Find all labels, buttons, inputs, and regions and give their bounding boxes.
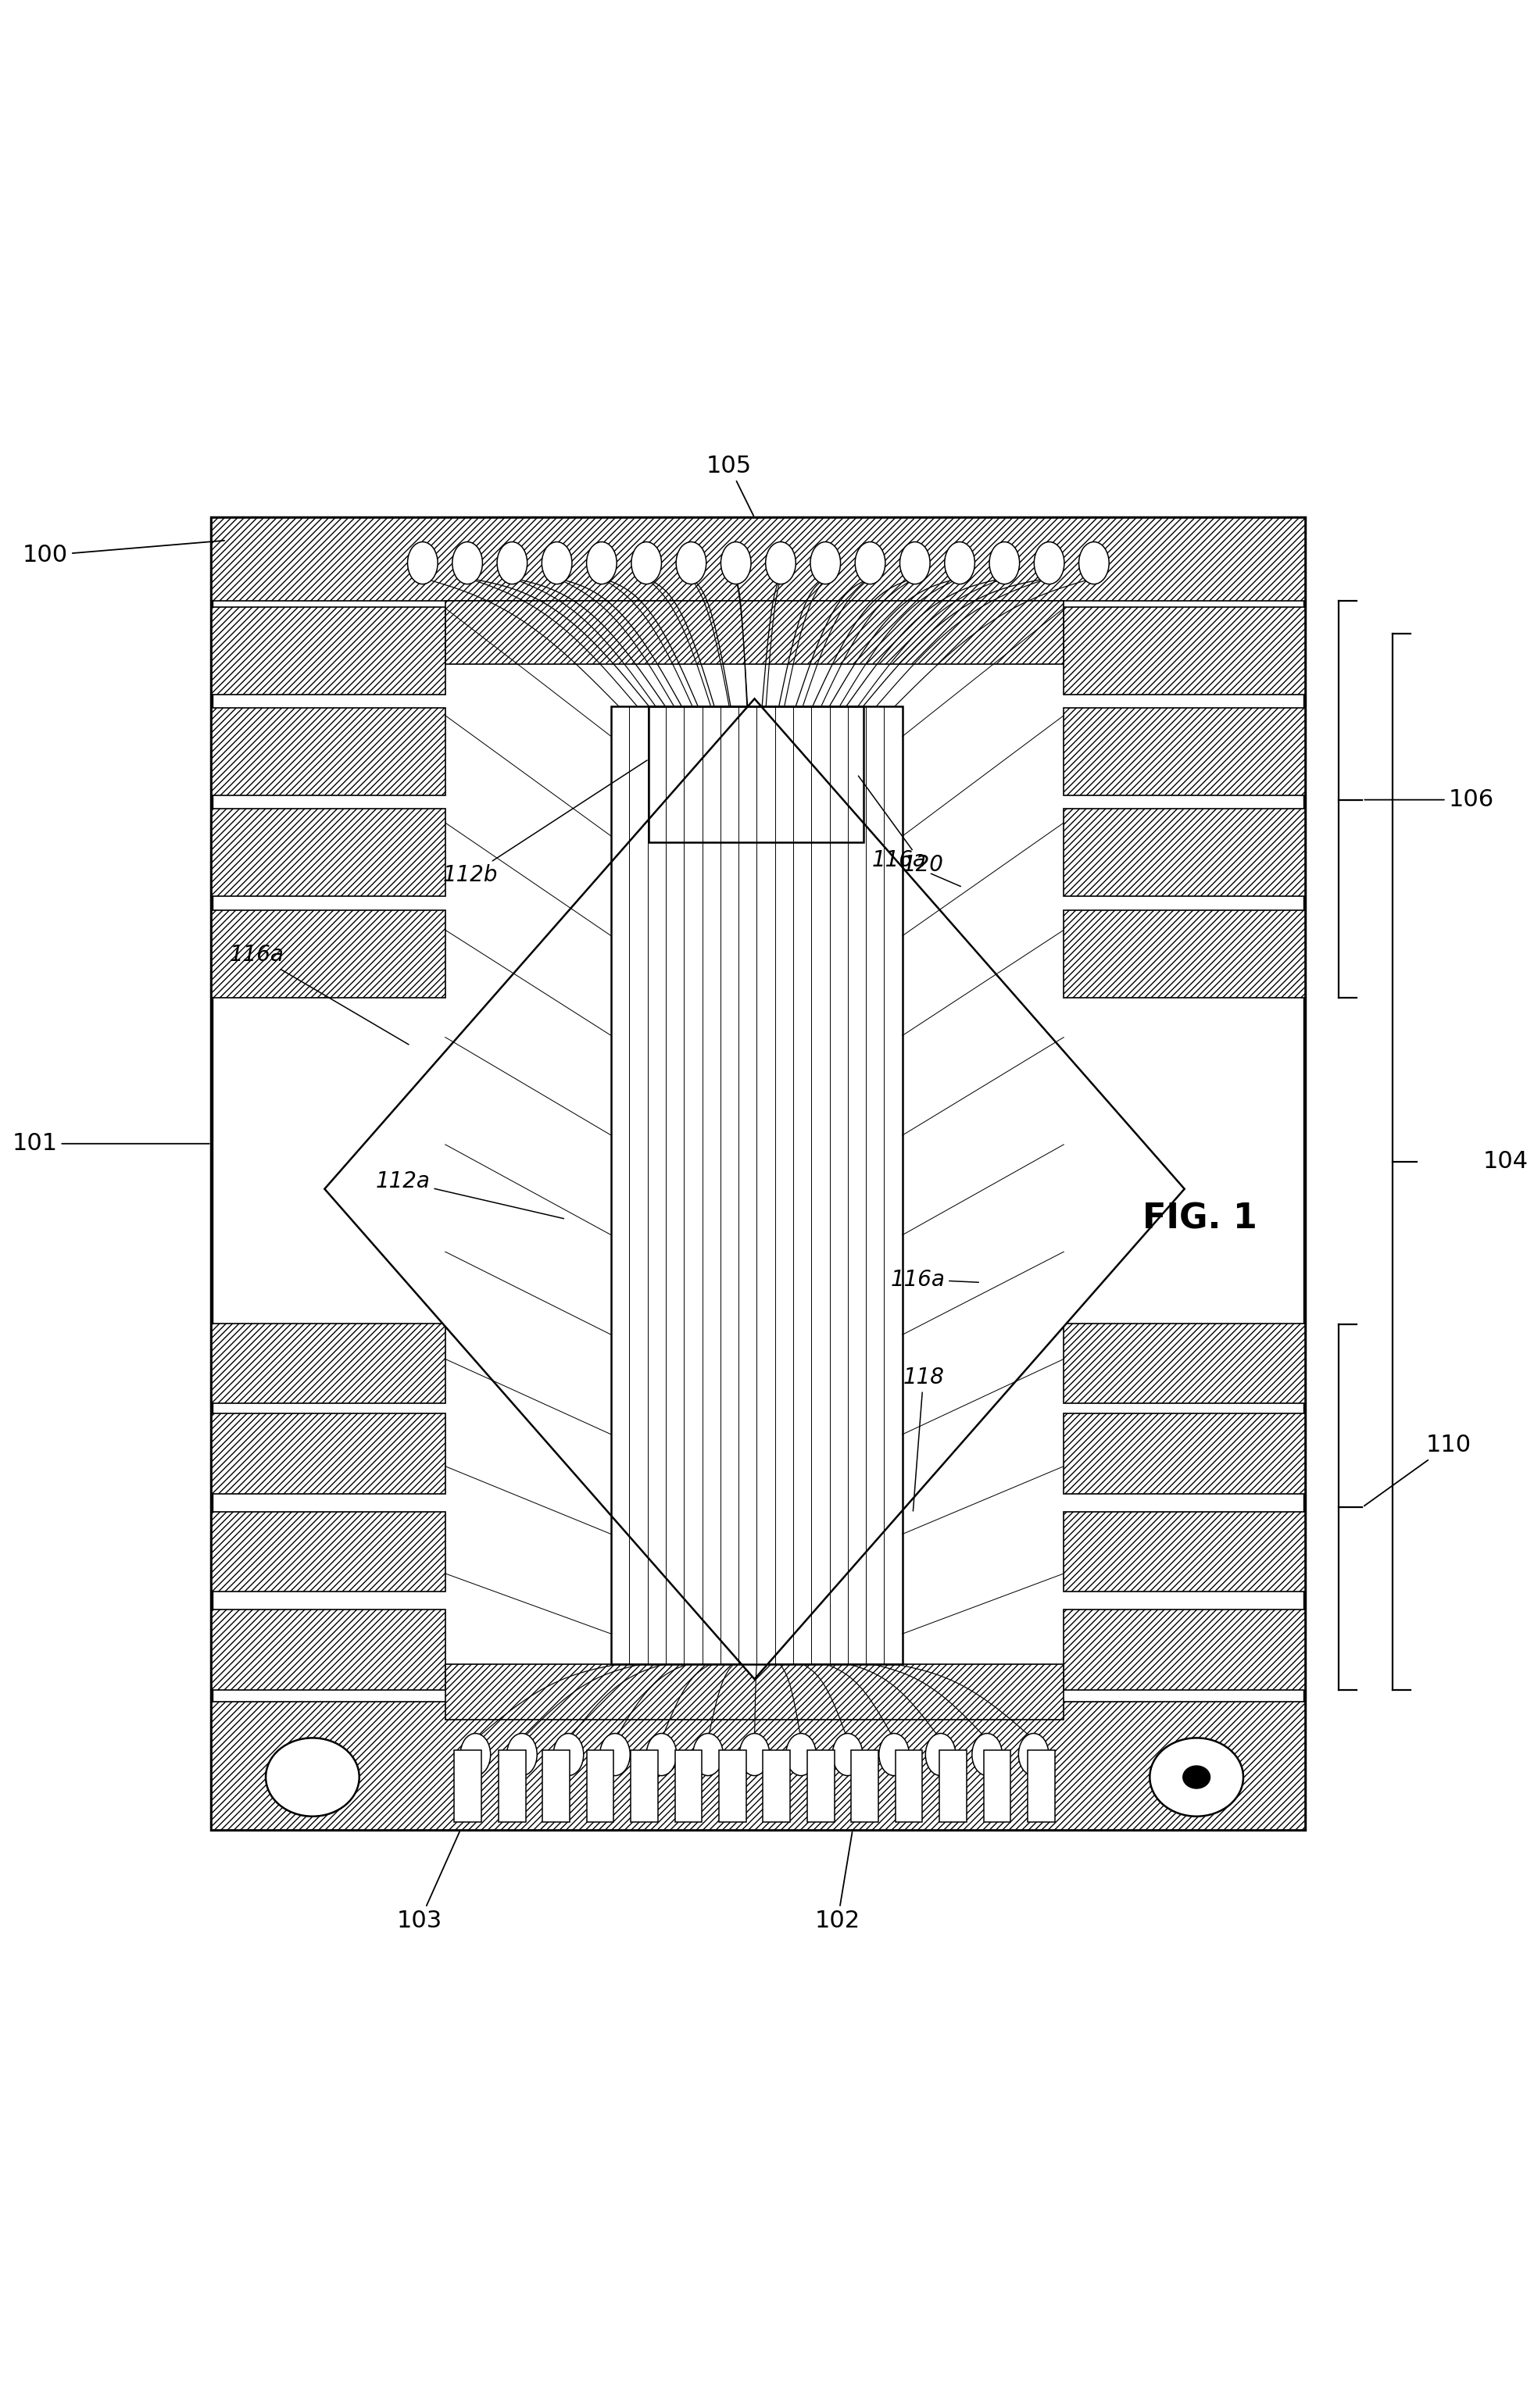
Ellipse shape: [879, 1734, 910, 1775]
Bar: [896, 1751, 922, 1823]
Bar: [719, 1751, 746, 1823]
Ellipse shape: [265, 1739, 359, 1816]
Ellipse shape: [1078, 542, 1109, 585]
Ellipse shape: [973, 1734, 1002, 1775]
Bar: [630, 1751, 658, 1823]
Text: 102: 102: [815, 1832, 861, 1934]
Text: 112a: 112a: [376, 1170, 565, 1218]
Bar: [212, 809, 445, 896]
Ellipse shape: [506, 1734, 537, 1775]
Bar: [212, 910, 445, 997]
Bar: [445, 600, 1063, 665]
Ellipse shape: [408, 542, 437, 585]
Bar: [1063, 910, 1305, 997]
Bar: [212, 1413, 445, 1493]
Ellipse shape: [765, 542, 796, 585]
Ellipse shape: [1183, 1765, 1210, 1789]
Bar: [212, 1609, 445, 1690]
Ellipse shape: [1150, 1739, 1243, 1816]
Text: 100: 100: [23, 539, 224, 566]
Bar: [212, 1322, 445, 1404]
Bar: [1063, 1322, 1305, 1404]
Ellipse shape: [854, 542, 885, 585]
Ellipse shape: [989, 542, 1020, 585]
Bar: [1028, 1751, 1055, 1823]
Text: 101: 101: [12, 1132, 209, 1156]
Ellipse shape: [497, 542, 528, 585]
Bar: [1063, 1413, 1305, 1493]
Ellipse shape: [453, 542, 483, 585]
Bar: [939, 1751, 966, 1823]
Bar: [675, 1751, 703, 1823]
Bar: [212, 1512, 445, 1592]
Text: 116a: 116a: [873, 850, 960, 886]
Bar: [1063, 1609, 1305, 1690]
Text: 105: 105: [706, 455, 753, 515]
Bar: [212, 607, 445, 694]
Bar: [762, 1751, 790, 1823]
Text: 106: 106: [1365, 787, 1494, 811]
Ellipse shape: [600, 1734, 630, 1775]
Text: 116a: 116a: [890, 1269, 979, 1291]
Bar: [807, 1751, 834, 1823]
Ellipse shape: [900, 542, 930, 585]
Text: 110: 110: [1364, 1435, 1471, 1505]
Ellipse shape: [945, 542, 974, 585]
Text: 103: 103: [397, 1832, 460, 1934]
Bar: [543, 1751, 569, 1823]
Bar: [586, 1751, 614, 1823]
Ellipse shape: [646, 1734, 676, 1775]
Text: 116a: 116a: [229, 944, 408, 1045]
Ellipse shape: [721, 542, 752, 585]
Bar: [983, 1751, 1011, 1823]
Ellipse shape: [542, 542, 572, 585]
Bar: [445, 1664, 1063, 1719]
Ellipse shape: [785, 1734, 816, 1775]
Ellipse shape: [586, 542, 617, 585]
Ellipse shape: [676, 542, 706, 585]
Ellipse shape: [693, 1734, 723, 1775]
Bar: [611, 706, 902, 1664]
Ellipse shape: [460, 1734, 491, 1775]
Ellipse shape: [1034, 542, 1065, 585]
Bar: [1063, 708, 1305, 795]
Text: 118: 118: [904, 1365, 943, 1512]
Bar: [1063, 607, 1305, 694]
Text: 120: 120: [859, 775, 943, 877]
Bar: [454, 1751, 482, 1823]
Text: FIG. 1: FIG. 1: [1143, 1202, 1256, 1235]
Bar: [212, 1702, 1305, 1830]
Bar: [649, 706, 864, 843]
Bar: [499, 1751, 526, 1823]
Bar: [212, 518, 1305, 600]
Ellipse shape: [833, 1734, 862, 1775]
Ellipse shape: [1019, 1734, 1049, 1775]
Bar: [1063, 809, 1305, 896]
Text: 112b: 112b: [443, 761, 647, 886]
Ellipse shape: [739, 1734, 770, 1775]
Ellipse shape: [810, 542, 841, 585]
Polygon shape: [325, 698, 1184, 1678]
Ellipse shape: [554, 1734, 583, 1775]
Bar: [851, 1751, 879, 1823]
Ellipse shape: [925, 1734, 956, 1775]
Bar: [212, 518, 1305, 1830]
Bar: [1063, 1512, 1305, 1592]
Ellipse shape: [632, 542, 661, 585]
Bar: [212, 708, 445, 795]
Text: 104: 104: [1483, 1151, 1528, 1173]
